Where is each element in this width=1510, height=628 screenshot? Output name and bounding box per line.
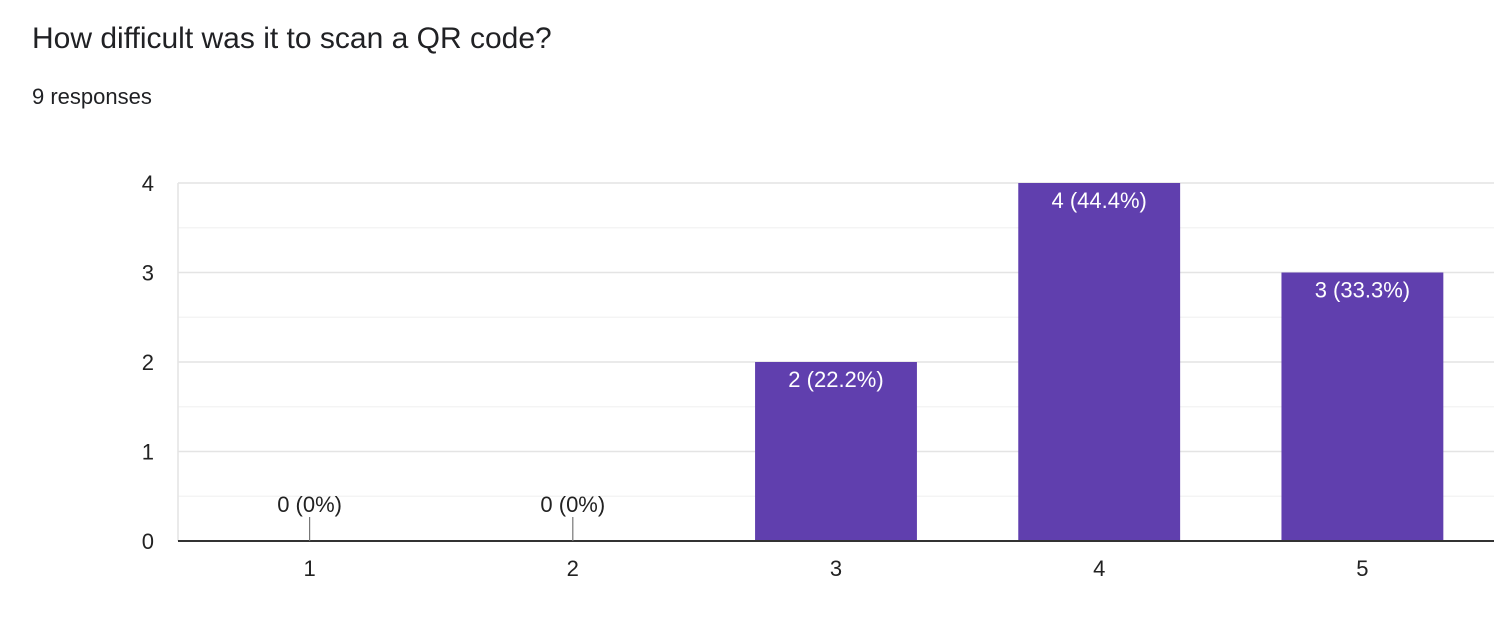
data-label: 3 (33.3%) bbox=[1315, 278, 1410, 303]
x-tick-label: 3 bbox=[830, 556, 842, 581]
x-tick-label: 5 bbox=[1356, 556, 1368, 581]
data-labels: 0 (0%) 0 (0%) 2 (22.2%) 4 (44.4%) 3 (33.3%) bbox=[277, 188, 1410, 541]
bar bbox=[1281, 272, 1444, 541]
axes: 0 1 2 3 4 1 2 3 4 5 bbox=[142, 171, 1494, 581]
bar bbox=[755, 362, 917, 541]
bars bbox=[755, 183, 1444, 541]
data-label: 2 (22.2%) bbox=[788, 367, 883, 392]
gridlines bbox=[177, 182, 1494, 541]
y-tick-label: 1 bbox=[142, 440, 154, 465]
x-tick-label: 2 bbox=[567, 556, 579, 581]
x-tick-label: 4 bbox=[1093, 556, 1105, 581]
y-tick-label: 4 bbox=[142, 171, 154, 196]
bar bbox=[1018, 183, 1181, 541]
question-title: How difficult was it to scan a QR code? bbox=[32, 22, 552, 55]
y-tick-label: 0 bbox=[142, 529, 154, 554]
y-tick-label: 2 bbox=[142, 350, 154, 375]
y-tick-label: 3 bbox=[142, 261, 154, 286]
data-label: 4 (44.4%) bbox=[1052, 188, 1147, 213]
data-label: 0 (0%) bbox=[277, 492, 342, 517]
x-tick-label: 1 bbox=[303, 556, 315, 581]
response-count: 9 responses bbox=[32, 84, 152, 109]
data-label: 0 (0%) bbox=[540, 492, 605, 517]
